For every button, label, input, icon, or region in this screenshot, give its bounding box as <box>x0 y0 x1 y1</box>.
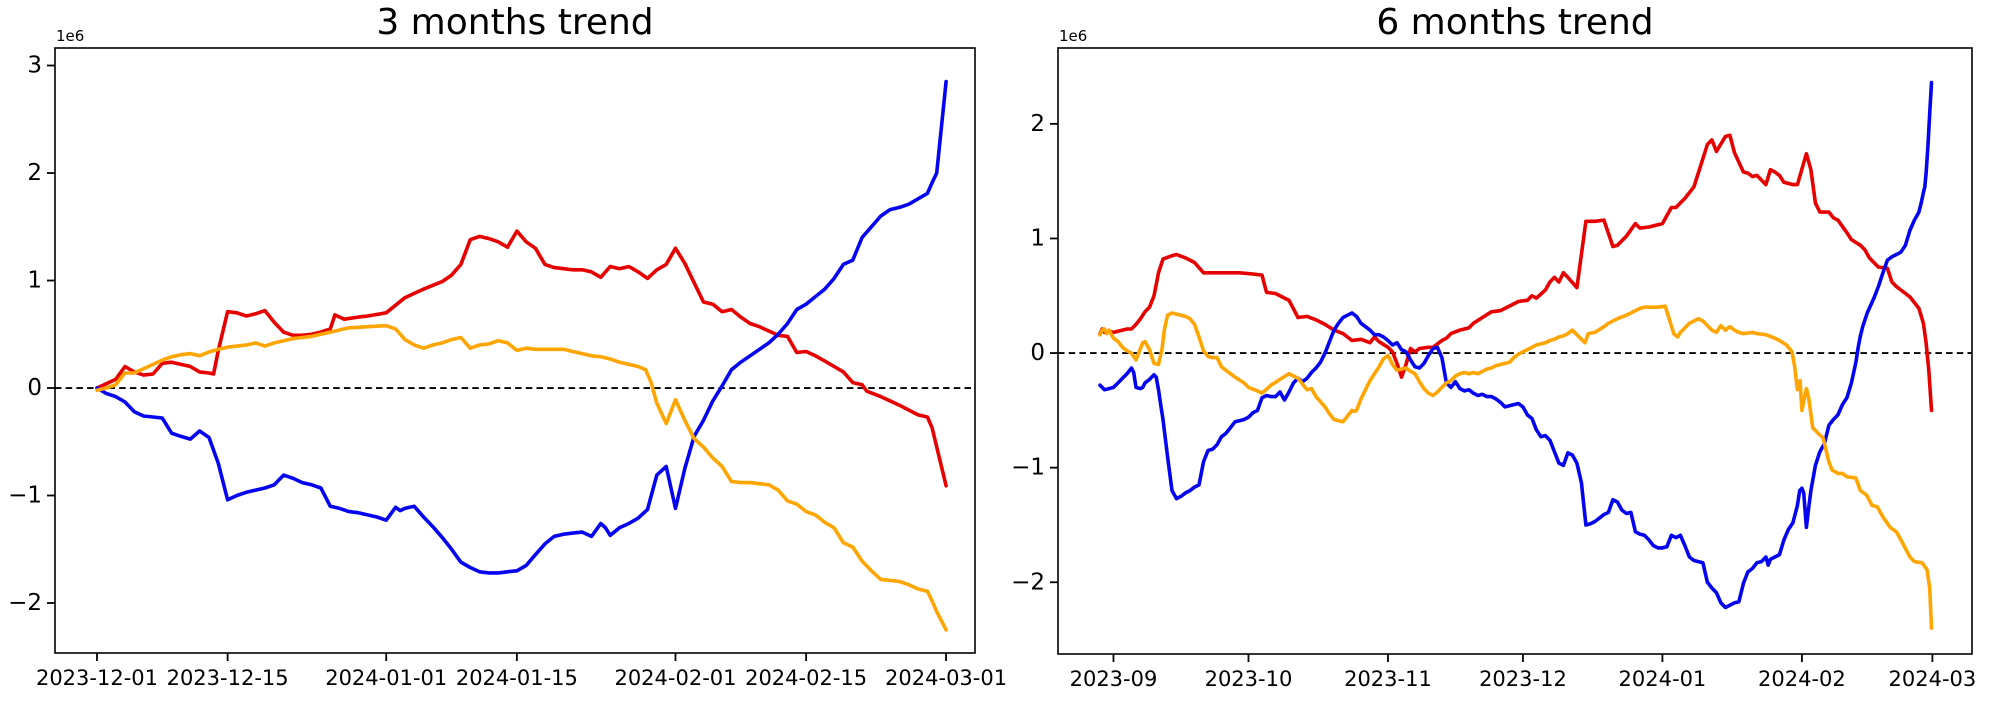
x-tick-label: 2024-02-01 <box>614 666 736 690</box>
orange-line <box>1098 304 1934 630</box>
blue-line <box>1098 80 1934 610</box>
y-tick-label: −1 <box>8 483 42 509</box>
y-tick-label: −2 <box>8 590 42 616</box>
y-tick-label: −1 <box>1011 455 1045 481</box>
right-chart-title: 6 months trend <box>1376 2 1654 43</box>
x-tick-label: 2023-12-15 <box>167 666 289 690</box>
y-axis-offset-label: 1e6 <box>1059 27 1087 45</box>
red-line <box>1098 133 1934 413</box>
y-tick-label: 0 <box>27 375 42 401</box>
blue-line <box>95 79 948 575</box>
y-axis-offset-label: 1e6 <box>56 27 84 45</box>
x-tick-label: 2023-09 <box>1070 667 1158 691</box>
x-tick-label: 2024-03-01 <box>885 666 1007 690</box>
x-tick-label: 2024-02 <box>1758 667 1846 691</box>
y-tick-label: −2 <box>1011 569 1045 595</box>
orange-line <box>95 323 948 632</box>
left-chart-title: 3 months trend <box>376 2 654 43</box>
y-tick-label: 3 <box>27 53 42 79</box>
x-tick-label: 2024-01-01 <box>325 666 447 690</box>
y-tick-label: 1 <box>27 268 42 294</box>
plot-border <box>1057 47 1973 655</box>
x-tick-label: 2024-02-15 <box>745 666 867 690</box>
y-tick-label: 1 <box>1030 225 1045 251</box>
x-tick-label: 2024-03 <box>1889 667 1977 691</box>
y-tick-label: 2 <box>1030 111 1045 137</box>
x-tick-label: 2023-12-01 <box>36 666 158 690</box>
red-line <box>95 229 948 488</box>
x-tick-label: 2023-11 <box>1344 667 1432 691</box>
x-tick-label: 2024-01-15 <box>456 666 578 690</box>
x-tick-label: 2023-10 <box>1205 667 1293 691</box>
x-tick-label: 2023-12 <box>1479 667 1567 691</box>
plot-border <box>54 47 976 654</box>
y-tick-label: 2 <box>27 160 42 186</box>
y-tick-label: 0 <box>1030 340 1045 366</box>
x-tick-label: 2024-01 <box>1619 667 1707 691</box>
